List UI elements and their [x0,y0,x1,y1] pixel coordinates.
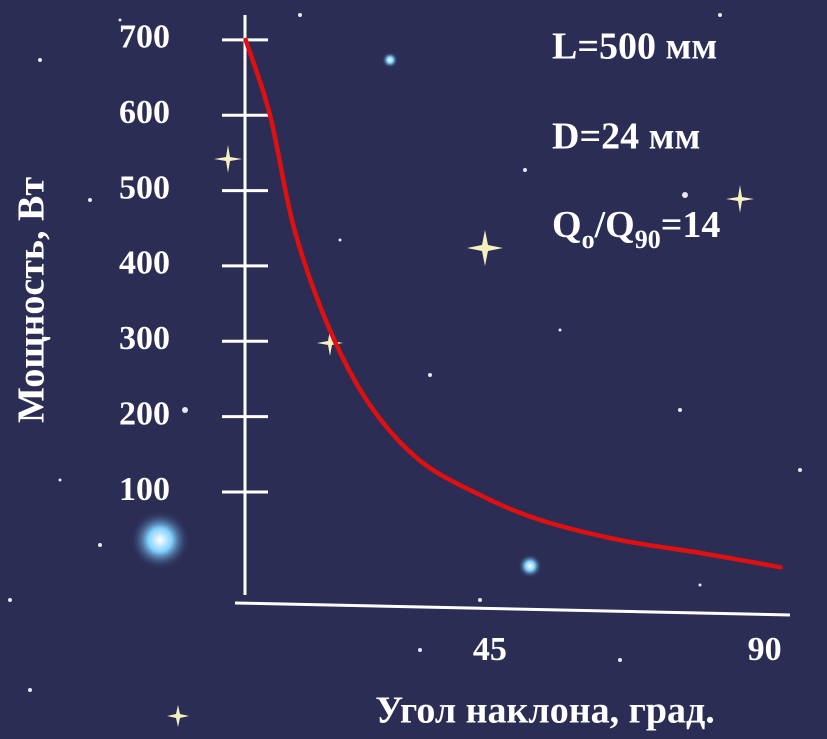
annotation-subscript: 90 [635,225,661,254]
chart: Мощность, Вт Угол наклона, град. L=500 м… [0,0,827,739]
annotation-subscript: o [582,225,595,254]
y-tick-label: 100 [119,471,170,508]
y-tick-label: 600 [119,94,170,131]
x-tick-label: 45 [473,631,507,668]
annotation-part: =14 [661,204,721,246]
y-tick-label: 700 [119,19,170,56]
y-tick-label: 400 [119,245,170,282]
annotation-part: /Q [594,204,635,246]
y-tick-label: 300 [119,320,170,357]
annotation-part: Q [552,204,582,246]
annotation: D=24 мм [552,116,700,158]
y-tick-label: 500 [119,169,170,206]
x-axis-label: Угол наклона, град. [375,690,715,732]
x-tick-label: 90 [748,631,782,668]
y-axis-label: Мощность, Вт [11,177,53,423]
y-tick-label: 200 [119,395,170,432]
annotation: L=500 мм [552,26,717,68]
